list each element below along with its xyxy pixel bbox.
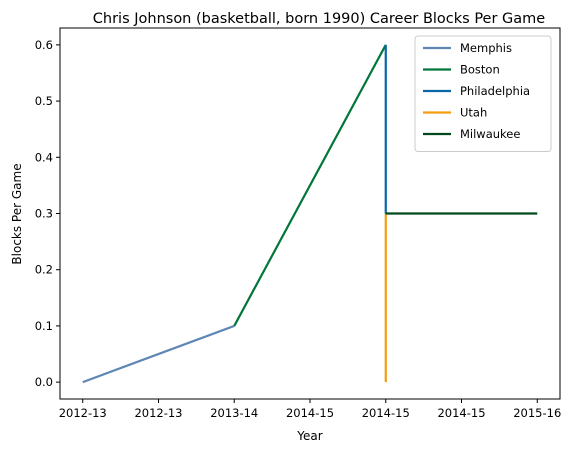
legend-label: Memphis (460, 41, 512, 55)
x-tick-label: 2015-16 (513, 406, 561, 420)
y-tick-label: 0.1 (35, 319, 53, 333)
series-line-boston (233, 44, 387, 327)
x-tick-label: 2014-15 (286, 406, 334, 420)
y-tick-label: 0.4 (35, 150, 53, 164)
ticks-layer: 2012-13 2012-13 2013-14 2014-15 2014-15 2014-… (35, 38, 562, 420)
x-tick-label: 2014-15 (437, 406, 485, 420)
x-axis-label: Year (296, 429, 322, 443)
legend-label: Utah (460, 106, 487, 120)
y-tick-label: 0.3 (35, 207, 53, 221)
y-axis-label: Blocks Per Game (10, 163, 24, 264)
series-layer (82, 44, 538, 384)
legend-label: Philadelphia (460, 84, 530, 98)
y-tick-label: 0.5 (35, 94, 53, 108)
y-tick-label: 0.0 (35, 375, 53, 389)
x-tick-label: 2012-13 (59, 406, 107, 420)
legend-label: Milwaukee (460, 127, 520, 141)
y-tick-label: 0.2 (35, 263, 53, 277)
legend-label: Boston (460, 63, 500, 77)
chart-title: Chris Johnson (basketball, born 1990) Ca… (93, 11, 546, 27)
x-tick-label: 2013-14 (210, 406, 258, 420)
y-tick-label: 0.6 (35, 38, 53, 52)
x-tick-label: 2014-15 (362, 406, 410, 420)
legend-box (414, 35, 552, 152)
x-tick-label: 2012-13 (134, 406, 182, 420)
series-line-memphis (82, 324, 235, 384)
legend: Memphis Boston Philadelphia Utah Milwaukee (414, 35, 552, 152)
